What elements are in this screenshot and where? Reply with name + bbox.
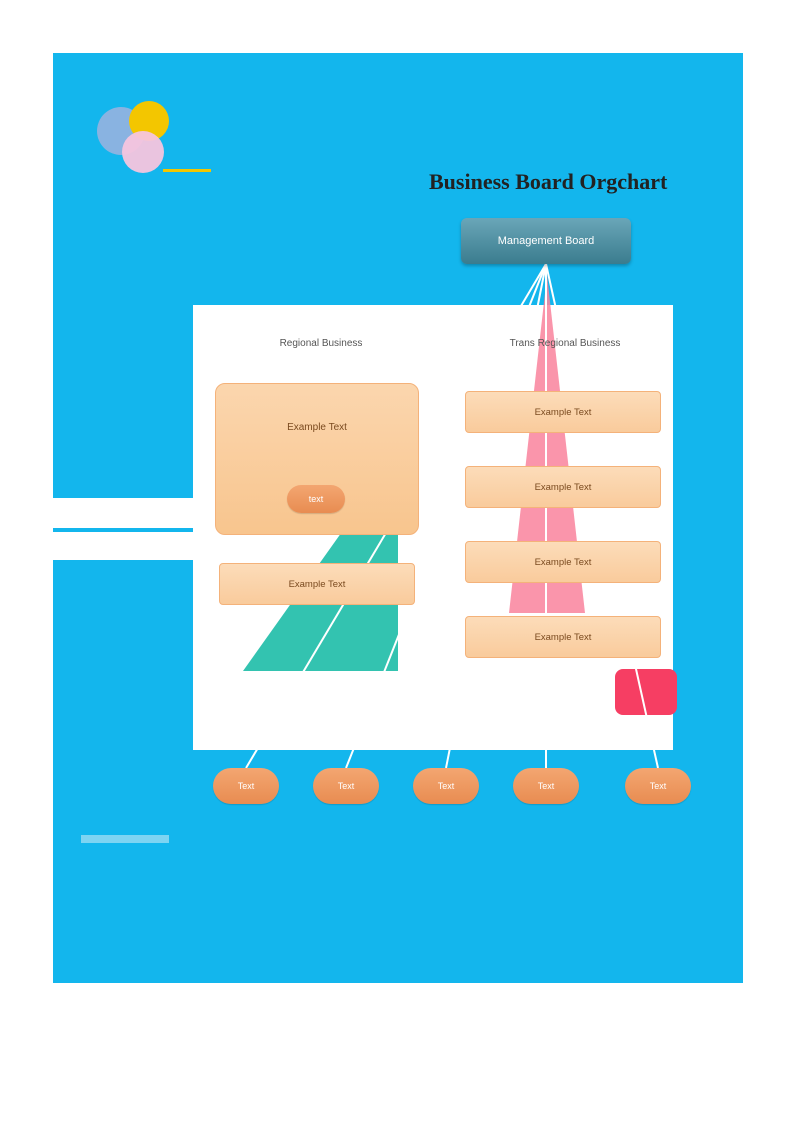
regional-card-pill: text <box>287 485 345 513</box>
regional-bar: Example Text <box>219 563 415 605</box>
bottom-pill: Text <box>313 768 379 804</box>
trans-regional-bar: Example Text <box>465 616 661 658</box>
diagram-canvas: Business Board Orgchart Management Board R… <box>53 53 743 983</box>
bottom-pill: Text <box>513 768 579 804</box>
logo-icon <box>53 53 223 193</box>
bottom-pill: Text <box>625 768 691 804</box>
management-board-node: Management Board <box>461 218 631 264</box>
heading-regional: Regional Business <box>221 338 421 349</box>
bottom-pill: Text <box>213 768 279 804</box>
regional-card-label: Example Text <box>287 422 347 433</box>
trans-regional-bar: Example Text <box>465 541 661 583</box>
trans-regional-bar: Example Text <box>465 466 661 508</box>
trans-regional-bar: Example Text <box>465 391 661 433</box>
heading-trans-regional: Trans Regional Business <box>465 338 665 349</box>
bottom-pill: Text <box>413 768 479 804</box>
page-title: Business Board Orgchart <box>429 169 667 195</box>
